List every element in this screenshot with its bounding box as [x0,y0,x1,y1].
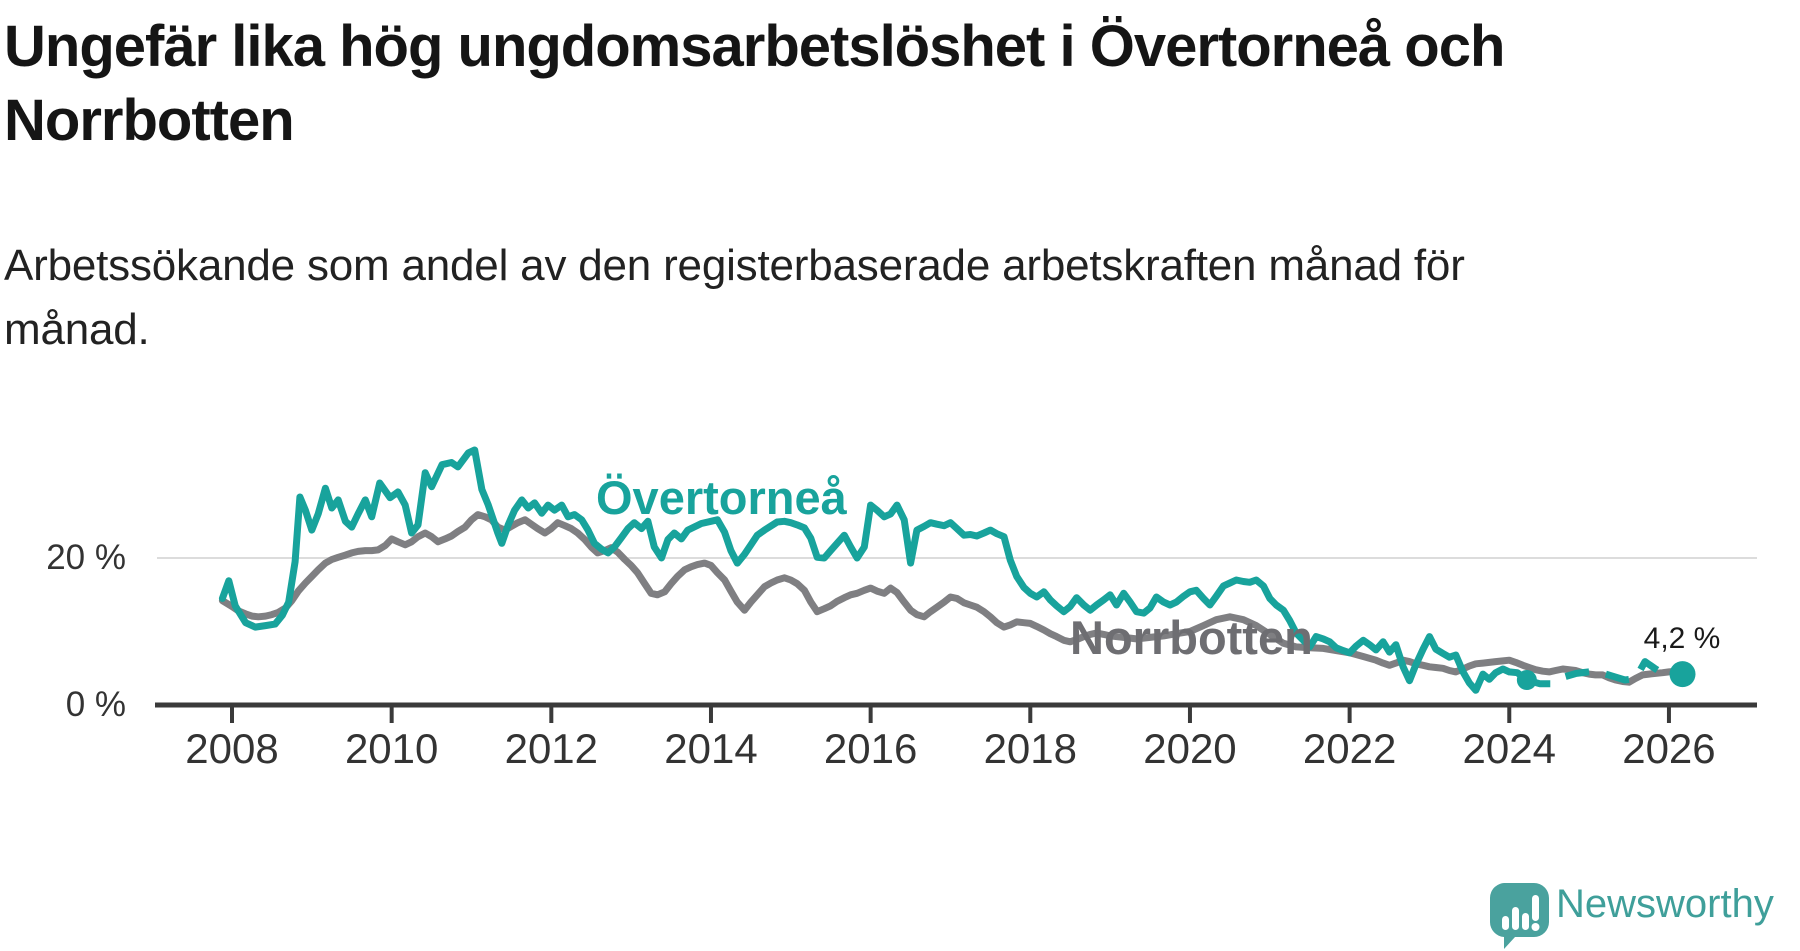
x-tick-label-2014: 2014 [664,725,758,772]
x-tick-label-2010: 2010 [344,725,439,772]
latest-value-annotation: 4,2 % [1643,622,1721,655]
x-tick-label-2020: 2020 [1143,725,1237,772]
x-tick-label-2018: 2018 [983,725,1078,772]
x-tick-label-2026: 2026 [1622,725,1716,772]
y-axis-label-0: 0 % [65,685,126,724]
norrbotten-line [218,511,1690,686]
series-label-norrbotten: Norrbotten [1070,611,1313,664]
series-label-overtornea: Övertorneå [596,471,847,524]
chart-title: Ungefär lika hög ungdomsarbetslöshet i Ö… [4,14,1505,153]
x-tick-label-2022: 2022 [1302,725,1397,772]
newsworthy-speech-bubble-barchart-icon [1490,883,1549,949]
newsworthy-logo: Newsworthy [1490,880,1800,949]
overtornea-marker-0 [1516,670,1537,691]
overtornea-line-dashed [1525,658,1684,688]
y-axis-label-20: 20 % [46,538,126,577]
chart-subtitle: Arbetssökande som andel av den registerb… [4,241,1465,354]
x-tick-label-2016: 2016 [823,725,918,772]
x-tick-label-2008: 2008 [185,725,279,772]
x-tick-label-2024: 2024 [1462,725,1556,772]
newsworthy-wordmark: Newsworthy [1556,882,1774,926]
x-axis-labels: 2008 2010 2012 2014 2016 2018 2020 2022 2024 2026 [0,726,1800,776]
overtornea-line-solid [218,446,1531,694]
overtornea-marker-1 [1669,661,1696,688]
x-tick-label-2012: 2012 [504,725,599,772]
